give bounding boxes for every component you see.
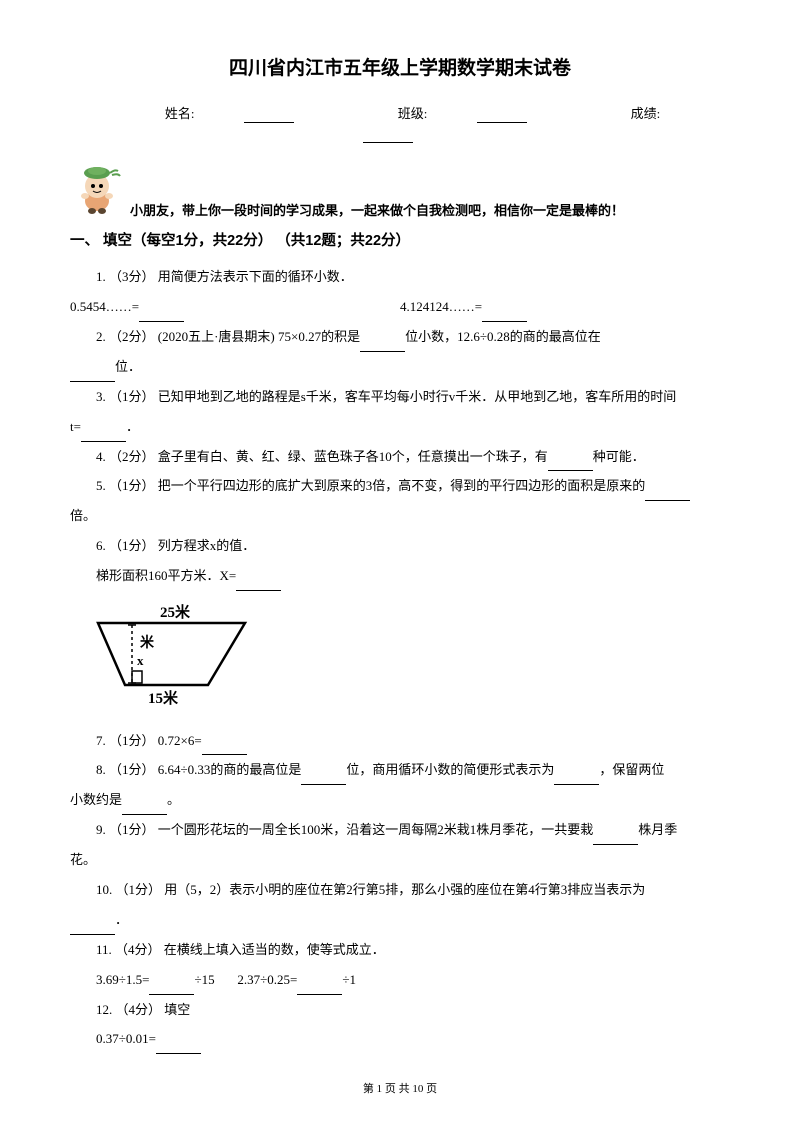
question-1-sub: 0.5454……= 4.124124……= [70,292,730,322]
question-5: 5. （1分） 把一个平行四边形的底扩大到原来的3倍，高不变，得到的平行四边形的… [70,471,730,501]
question-6: 6. （1分） 列方程求x的值． [70,531,730,561]
question-5-cont: 倍。 [70,501,730,531]
mascot-icon [70,161,125,216]
svg-text:25米: 25米 [160,603,191,621]
question-8: 8. （1分） 6.64÷0.33的商的最高位是位，商用循环小数的简便形式表示为… [70,755,730,785]
encouragement-text: 小朋友，带上你一段时间的学习成果，一起来做个自我检测吧，相信你一定是最棒的！ [70,161,730,221]
trapezoid-figure: 25米 米 x 15米 [90,603,730,714]
question-11: 11. （4分） 在横线上填入适当的数，使等式成立． [70,935,730,965]
class-field: 班级: [373,106,553,121]
page-title: 四川省内江市五年级上学期数学期末试卷 [70,55,730,84]
question-1: 1. （3分） 用简便方法表示下面的循环小数． [70,262,730,292]
mascot-row: 小朋友，带上你一段时间的学习成果，一起来做个自我检测吧，相信你一定是最棒的！ [70,161,730,221]
svg-text:15米: 15米 [148,689,179,707]
question-3-cont: t=． [70,412,730,442]
header-info: 姓名: 班级: 成绩: [70,104,730,143]
question-2: 2. （2分） (2020五上·唐县期末) 75×0.27的积是位小数，12.6… [70,322,730,352]
question-2-cont: 位． [70,352,730,382]
question-11-sub: 3.69÷1.5=÷15 2.37÷0.25=÷1 [70,965,730,995]
svg-text:x: x [137,653,144,668]
question-9-cont: 花。 [70,845,730,875]
svg-text:米: 米 [140,634,155,651]
name-field: 姓名: [140,106,320,121]
question-8-cont: 小数约是。 [70,785,730,815]
question-12-sub: 0.37÷0.01= [70,1024,730,1054]
question-9: 9. （1分） 一个圆形花坛的一周全长100米，沿着这一周每隔2米栽1株月季花，… [70,815,730,845]
section-header: 一、 填空（每空1分，共22分） （共12题；共22分） [70,231,730,253]
question-6-sub: 梯形面积160平方米．X= [70,561,730,591]
question-3: 3. （1分） 已知甲地到乙地的路程是s千米，客车平均每小时行v千米．从甲地到乙… [70,382,730,412]
question-12: 12. （4分） 填空 [70,995,730,1025]
question-7: 7. （1分） 0.72×6= [70,726,730,756]
page-footer: 第 1 页 共 10 页 [0,1081,800,1098]
question-10: 10. （1分） 用（5，2）表示小明的座位在第2行第5排，那么小强的座位在第4… [70,875,730,905]
question-4: 4. （2分） 盒子里有白、黄、红、绿、蓝色珠子各10个，任意摸出一个珠子，有种… [70,442,730,472]
question-10-cont: ． [70,905,730,935]
